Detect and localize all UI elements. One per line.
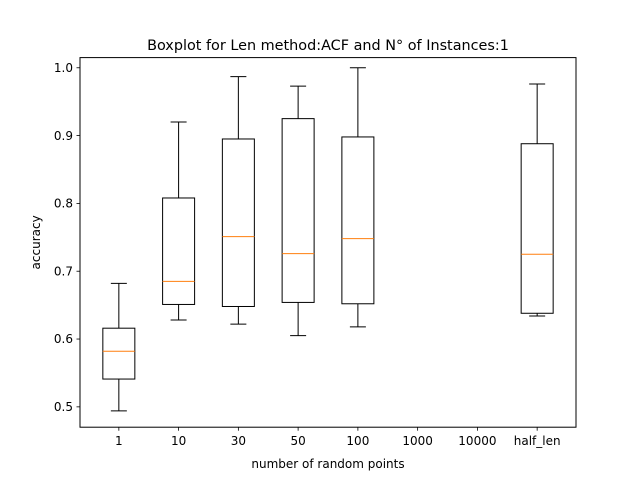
y-tick-label: 1.0 [54, 61, 73, 75]
x-tick-label: 10 [171, 434, 186, 448]
x-tick-label: 30 [231, 434, 246, 448]
y-tick-label: 0.8 [54, 197, 73, 211]
box-group-50 [281, 85, 315, 337]
y-tick-label: 0.7 [54, 264, 73, 278]
box-iqr [520, 143, 554, 314]
box-iqr [162, 197, 196, 305]
x-tick-label: 10000 [458, 434, 496, 448]
x-tick-label: 1000 [402, 434, 433, 448]
x-axis-label: number of random points [251, 457, 404, 471]
x-tick-label: 1 [115, 434, 123, 448]
chart-title: Boxplot for Len method:ACF and N° of Ins… [147, 38, 509, 54]
box-group-30 [221, 76, 255, 325]
y-tick-label: 0.6 [54, 332, 73, 346]
box-group-1 [102, 282, 136, 412]
box-iqr [102, 327, 136, 380]
box-iqr [281, 118, 315, 303]
box-iqr [221, 138, 255, 307]
plot-area: 0.5 0.6 0.7 0.8 0.9 1.0 1 10 30 50 100 1000 10000 hal… [54, 61, 561, 448]
y-tick-label: 0.9 [54, 129, 73, 143]
box-group-100 [341, 67, 375, 328]
box-group-10 [162, 121, 196, 321]
x-tick-label: 100 [346, 434, 369, 448]
axes-frame [79, 57, 577, 428]
x-tick-label: 50 [290, 434, 305, 448]
y-tick-label: 0.5 [54, 400, 73, 414]
box-group-half_len [520, 83, 554, 317]
x-tick-label: half_len [514, 434, 561, 448]
box-iqr [341, 136, 375, 305]
y-axis-label: accuracy [29, 215, 43, 269]
